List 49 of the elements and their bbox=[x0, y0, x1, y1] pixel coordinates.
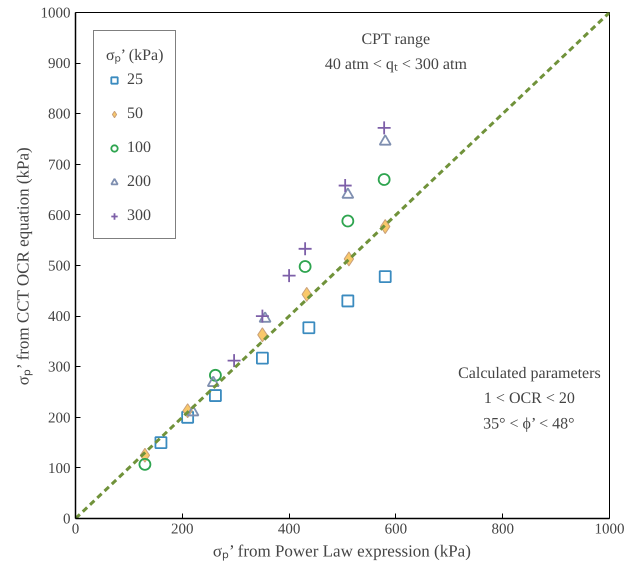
point bbox=[138, 458, 152, 471]
point bbox=[255, 308, 270, 324]
x-tick-label: 1000 bbox=[594, 522, 624, 538]
y-tick-label: 200 bbox=[48, 410, 70, 426]
point bbox=[341, 294, 354, 308]
y-tick-label: 300 bbox=[48, 360, 70, 376]
x-tick-label: 400 bbox=[278, 522, 300, 538]
x-tick-label: 200 bbox=[171, 522, 194, 538]
point bbox=[378, 134, 392, 146]
y-tick-label: 1000 bbox=[40, 6, 70, 22]
x-tick-label: 600 bbox=[384, 522, 408, 538]
y-tick-label: 500 bbox=[48, 258, 70, 274]
annotation: 1 < OCR < 20 bbox=[484, 390, 575, 408]
point bbox=[209, 389, 222, 402]
point bbox=[256, 352, 269, 364]
point bbox=[341, 187, 354, 199]
legend-label: 25 bbox=[127, 71, 144, 89]
annotation: Calculated parameters bbox=[458, 364, 601, 382]
point bbox=[154, 436, 168, 449]
point bbox=[298, 260, 312, 273]
legend-label: 200 bbox=[127, 173, 151, 191]
y-tick-label: 600 bbox=[48, 208, 70, 224]
legend-title: σₚ’ (kPa) bbox=[106, 46, 164, 65]
point bbox=[341, 214, 354, 228]
y-tick-label: 900 bbox=[48, 56, 70, 72]
point bbox=[376, 120, 392, 136]
point bbox=[378, 173, 391, 186]
point bbox=[257, 327, 268, 342]
point bbox=[209, 368, 222, 382]
y-tick-label: 0 bbox=[63, 512, 70, 528]
point bbox=[338, 178, 353, 193]
point bbox=[298, 241, 313, 256]
y-tick-label: 400 bbox=[48, 309, 70, 326]
legend-label: 100 bbox=[127, 139, 151, 157]
y-tick-label: 800 bbox=[48, 106, 70, 123]
annotation: 40 atm < qₜ < 300 atm bbox=[324, 56, 468, 74]
point bbox=[226, 353, 242, 368]
y-tick-label: 700 bbox=[48, 157, 70, 174]
point bbox=[282, 268, 296, 284]
y-axis-title: σₚ’ from CCT OCR equation (kPa) bbox=[14, 147, 34, 386]
legend-label: 300 bbox=[127, 207, 151, 225]
x-tick-label: 800 bbox=[491, 522, 514, 538]
point bbox=[302, 321, 316, 334]
legend-label: 50 bbox=[127, 105, 144, 123]
x-axis-title: σₚ’ from Power Law expression (kPa) bbox=[212, 542, 471, 562]
annotation: CPT range bbox=[361, 30, 430, 48]
y-tick-label: 100 bbox=[48, 460, 70, 477]
point bbox=[378, 270, 392, 284]
annotation: 35° < ϕ’ < 48° bbox=[483, 415, 575, 432]
